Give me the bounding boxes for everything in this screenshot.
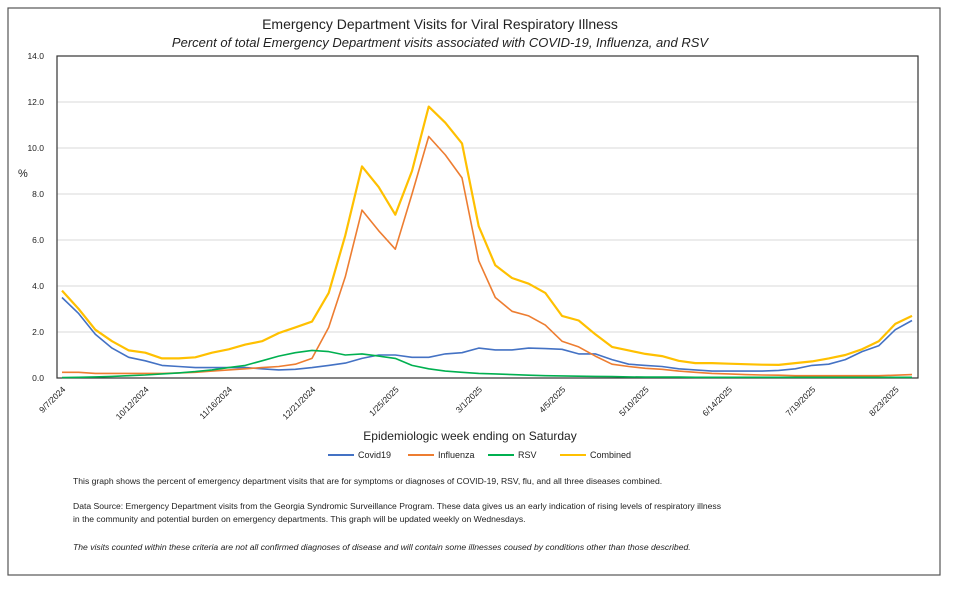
note: The visits counted within these criteria…: [73, 542, 691, 552]
note: This graph shows the percent of emergenc…: [73, 476, 662, 486]
y-tick-label: 0.0: [32, 373, 44, 383]
y-tick-label: 12.0: [27, 97, 44, 107]
y-axis-label: %: [18, 168, 28, 180]
legend-label: RSV: [518, 450, 537, 460]
legend-label: Combined: [590, 450, 631, 460]
series-line: [61, 296, 913, 372]
chart-title: Emergency Department Visits for Viral Re…: [262, 16, 618, 32]
y-tick-label: 6.0: [32, 235, 44, 245]
legend-label: Influenza: [438, 450, 475, 460]
x-axis-label: Epidemiologic week ending on Saturday: [363, 429, 576, 443]
series-line: [62, 135, 913, 377]
y-tick-label: 8.0: [32, 189, 44, 199]
note: Data Source: Emergency Department visits…: [73, 501, 721, 511]
note: in the community and potential burden on…: [73, 514, 526, 524]
chart-frame: [7, 7, 941, 576]
legend-label: Covid19: [358, 450, 391, 460]
y-tick-label: 14.0: [27, 51, 44, 61]
chart-subtitle: Percent of total Emergency Department vi…: [172, 35, 709, 50]
series-line: [61, 349, 912, 379]
y-tick-label: 10.0: [27, 143, 44, 153]
y-tick-label: 4.0: [32, 281, 44, 291]
plot-border: [56, 55, 919, 379]
y-tick-label: 2.0: [32, 327, 44, 337]
series-line: [61, 105, 913, 366]
